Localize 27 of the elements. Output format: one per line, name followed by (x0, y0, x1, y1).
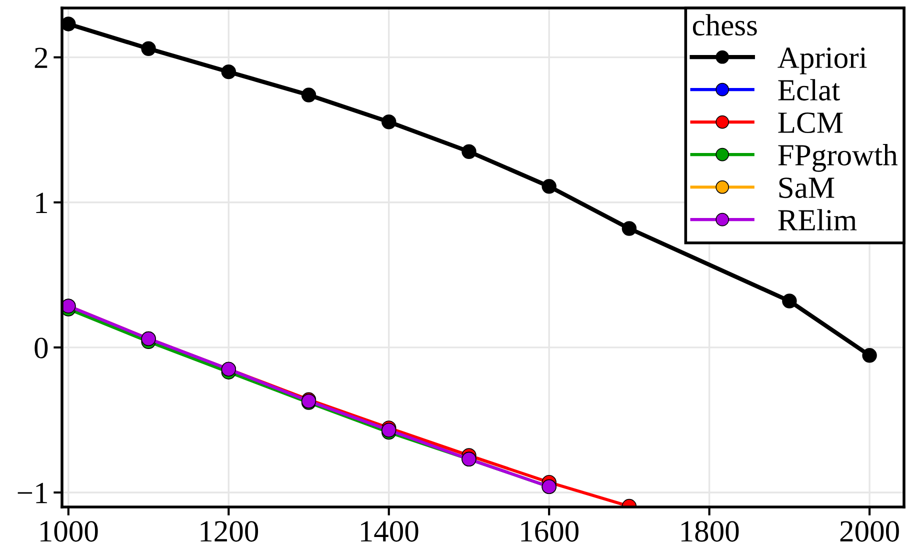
legend-label: FPgrowth (778, 144, 898, 172)
point (301, 88, 316, 102)
legend-label: Apriori (778, 48, 867, 74)
point (221, 64, 236, 80)
x-tick-label: 1400 (361, 521, 418, 542)
legend-label: SaM (779, 178, 834, 198)
legend-label: RElim (778, 209, 857, 230)
point (141, 41, 156, 56)
y-tick-label: 2 (34, 48, 48, 68)
x-tick-label: 2000 (840, 521, 899, 542)
legend-title: chess (692, 14, 757, 36)
x-tick-label: 1600 (521, 521, 578, 542)
y-tick-label: −1 (18, 482, 47, 504)
point (862, 348, 877, 363)
point (622, 221, 637, 236)
x-tick-label: 1200 (200, 521, 258, 542)
legend-label: LCM (778, 112, 843, 134)
y-tick-label: 1 (36, 192, 47, 213)
point (542, 179, 556, 194)
x-tick-label: 1800 (681, 521, 739, 542)
point (782, 294, 797, 308)
point (462, 144, 476, 159)
legend-label: Eclat (778, 79, 840, 101)
point (382, 114, 396, 130)
point (62, 16, 76, 32)
x-tick-label: 1000 (40, 521, 98, 542)
y-tick-label: 0 (34, 338, 48, 358)
